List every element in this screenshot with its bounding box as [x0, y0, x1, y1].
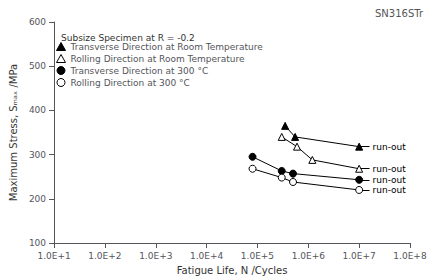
svg-text:Fatigue Life, N /Cycles: Fatigue Life, N /Cycles: [177, 265, 288, 276]
svg-text:SN316STr: SN316STr: [375, 8, 424, 19]
svg-text:200: 200: [29, 194, 46, 204]
svg-text:Rolling Direction at 300 °C: Rolling Direction at 300 °C: [71, 78, 190, 88]
svg-text:run-out: run-out: [373, 185, 407, 195]
svg-text:1.0E+8: 1.0E+8: [393, 251, 427, 261]
svg-text:500: 500: [29, 61, 46, 71]
svg-text:Transverse Direction at 300 °C: Transverse Direction at 300 °C: [70, 66, 209, 76]
svg-text:600: 600: [29, 17, 46, 27]
svg-text:Rolling Direction at Room Temp: Rolling Direction at Room Temperature: [71, 54, 246, 64]
svg-text:1.0E+6: 1.0E+6: [292, 251, 326, 261]
svg-text:1.0E+1: 1.0E+1: [37, 251, 70, 261]
svg-text:300: 300: [29, 150, 46, 160]
svg-text:Maximum Stress, Sₘₐₓ /MPa: Maximum Stress, Sₘₐₓ /MPa: [8, 64, 19, 201]
svg-text:400: 400: [29, 105, 46, 115]
svg-text:1.0E+2: 1.0E+2: [88, 251, 121, 261]
svg-text:run-out: run-out: [373, 164, 407, 174]
svg-text:1.0E+7: 1.0E+7: [343, 251, 376, 261]
svg-text:Subsize Specimen at R = -0.2: Subsize Specimen at R = -0.2: [61, 33, 195, 43]
svg-text:100: 100: [29, 238, 46, 248]
svg-text:1.0E+4: 1.0E+4: [190, 251, 224, 261]
svg-text:Transverse Direction at Room T: Transverse Direction at Room Temperature: [70, 42, 264, 52]
svg-text:run-out: run-out: [373, 175, 407, 185]
svg-text:run-out: run-out: [373, 142, 407, 152]
svg-text:1.0E+3: 1.0E+3: [139, 251, 172, 261]
svg-text:1.0E+5: 1.0E+5: [241, 251, 274, 261]
